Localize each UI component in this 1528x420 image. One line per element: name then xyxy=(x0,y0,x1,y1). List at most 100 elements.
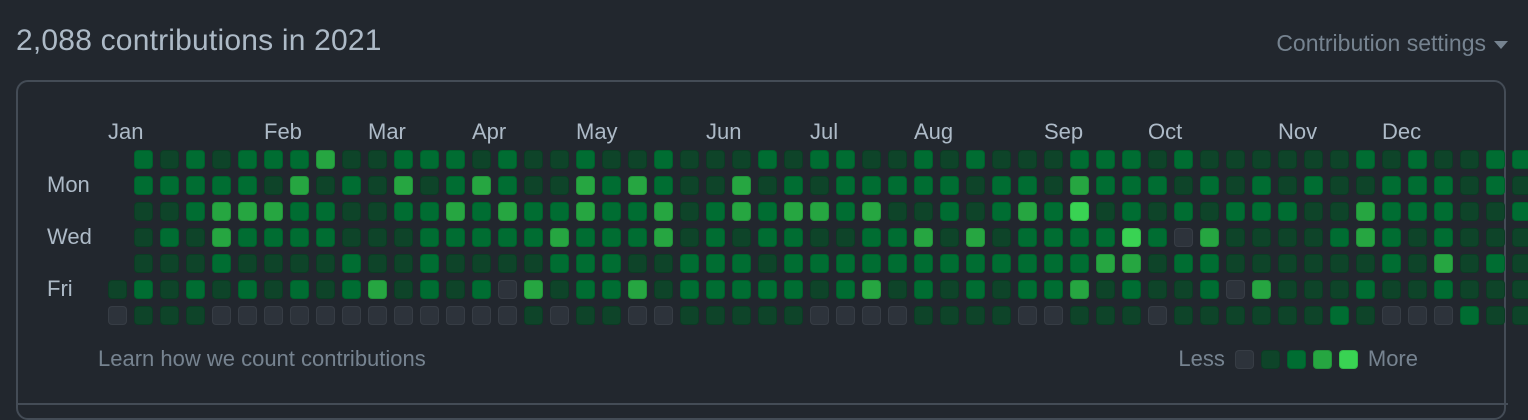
contribution-day[interactable] xyxy=(992,228,1011,247)
contribution-day[interactable] xyxy=(1174,280,1193,299)
contribution-day[interactable] xyxy=(160,228,179,247)
contribution-day[interactable] xyxy=(1278,228,1297,247)
contribution-day[interactable] xyxy=(1356,176,1375,195)
contribution-day[interactable] xyxy=(1512,202,1528,221)
contribution-day[interactable] xyxy=(576,306,595,325)
contribution-day[interactable] xyxy=(1070,202,1089,221)
contribution-day[interactable] xyxy=(914,202,933,221)
contribution-day[interactable] xyxy=(680,202,699,221)
contribution-day[interactable] xyxy=(810,176,829,195)
contribution-day[interactable] xyxy=(732,228,751,247)
contribution-day[interactable] xyxy=(576,202,595,221)
contribution-day[interactable] xyxy=(446,228,465,247)
contribution-day[interactable] xyxy=(238,150,257,169)
contribution-day[interactable] xyxy=(628,254,647,273)
contribution-day[interactable] xyxy=(940,150,959,169)
contribution-day[interactable] xyxy=(1148,228,1167,247)
contribution-day[interactable] xyxy=(524,176,543,195)
contribution-day[interactable] xyxy=(472,254,491,273)
contribution-day[interactable] xyxy=(992,306,1011,325)
contribution-day[interactable] xyxy=(108,306,127,325)
contribution-day[interactable] xyxy=(238,228,257,247)
contribution-day[interactable] xyxy=(472,202,491,221)
contribution-day[interactable] xyxy=(264,176,283,195)
contribution-day[interactable] xyxy=(290,306,309,325)
contribution-day[interactable] xyxy=(914,306,933,325)
contribution-day[interactable] xyxy=(992,202,1011,221)
contribution-day[interactable] xyxy=(1096,150,1115,169)
contribution-day[interactable] xyxy=(368,228,387,247)
contribution-day[interactable] xyxy=(1356,228,1375,247)
contribution-day[interactable] xyxy=(1226,202,1245,221)
contribution-day[interactable] xyxy=(1018,150,1037,169)
contribution-day[interactable] xyxy=(186,176,205,195)
contribution-day[interactable] xyxy=(524,280,543,299)
learn-how-we-count-link[interactable]: Learn how we count contributions xyxy=(98,346,426,371)
contribution-day[interactable] xyxy=(1096,176,1115,195)
contribution-day[interactable] xyxy=(940,228,959,247)
contribution-day[interactable] xyxy=(628,306,647,325)
contribution-day[interactable] xyxy=(342,254,361,273)
contribution-day[interactable] xyxy=(1434,202,1453,221)
contribution-day[interactable] xyxy=(966,306,985,325)
contribution-day[interactable] xyxy=(1382,280,1401,299)
contribution-day[interactable] xyxy=(264,280,283,299)
contribution-day[interactable] xyxy=(784,228,803,247)
contribution-day[interactable] xyxy=(160,176,179,195)
contribution-day[interactable] xyxy=(498,306,517,325)
contribution-day[interactable] xyxy=(1122,306,1141,325)
contribution-day[interactable] xyxy=(1252,254,1271,273)
contribution-day[interactable] xyxy=(1330,202,1349,221)
contribution-day[interactable] xyxy=(446,176,465,195)
contribution-day[interactable] xyxy=(758,176,777,195)
contribution-day[interactable] xyxy=(1096,306,1115,325)
contribution-day[interactable] xyxy=(1382,306,1401,325)
contribution-day[interactable] xyxy=(654,150,673,169)
contribution-day[interactable] xyxy=(602,202,621,221)
contribution-day[interactable] xyxy=(758,306,777,325)
contribution-day[interactable] xyxy=(290,176,309,195)
contribution-day[interactable] xyxy=(1148,280,1167,299)
contribution-day[interactable] xyxy=(1304,176,1323,195)
contribution-day[interactable] xyxy=(1200,150,1219,169)
contribution-day[interactable] xyxy=(472,150,491,169)
contribution-day[interactable] xyxy=(654,176,673,195)
contribution-day[interactable] xyxy=(628,176,647,195)
contribution-day[interactable] xyxy=(524,306,543,325)
contribution-day[interactable] xyxy=(1382,150,1401,169)
contribution-day[interactable] xyxy=(1330,280,1349,299)
contribution-day[interactable] xyxy=(1226,150,1245,169)
contribution-day[interactable] xyxy=(654,306,673,325)
contribution-day[interactable] xyxy=(160,150,179,169)
contribution-day[interactable] xyxy=(368,202,387,221)
contribution-day[interactable] xyxy=(420,150,439,169)
contribution-day[interactable] xyxy=(446,254,465,273)
contribution-day[interactable] xyxy=(524,150,543,169)
contribution-day[interactable] xyxy=(160,202,179,221)
contribution-day[interactable] xyxy=(1278,176,1297,195)
contribution-day[interactable] xyxy=(1096,254,1115,273)
contribution-day[interactable] xyxy=(1200,280,1219,299)
contribution-day[interactable] xyxy=(1200,176,1219,195)
contribution-day[interactable] xyxy=(1148,202,1167,221)
contribution-day[interactable] xyxy=(394,176,413,195)
contribution-day[interactable] xyxy=(134,176,153,195)
contribution-day[interactable] xyxy=(1200,202,1219,221)
contribution-day[interactable] xyxy=(446,280,465,299)
contribution-day[interactable] xyxy=(1434,176,1453,195)
contribution-day[interactable] xyxy=(862,150,881,169)
contribution-day[interactable] xyxy=(732,150,751,169)
contribution-day[interactable] xyxy=(290,280,309,299)
contribution-day[interactable] xyxy=(420,176,439,195)
contribution-day[interactable] xyxy=(914,254,933,273)
contribution-day[interactable] xyxy=(524,254,543,273)
contribution-day[interactable] xyxy=(342,306,361,325)
contribution-day[interactable] xyxy=(238,306,257,325)
contribution-day[interactable] xyxy=(862,176,881,195)
contribution-day[interactable] xyxy=(342,228,361,247)
contribution-day[interactable] xyxy=(862,228,881,247)
contribution-day[interactable] xyxy=(836,176,855,195)
contribution-day[interactable] xyxy=(1512,228,1528,247)
contribution-day[interactable] xyxy=(1304,254,1323,273)
contribution-day[interactable] xyxy=(550,228,569,247)
